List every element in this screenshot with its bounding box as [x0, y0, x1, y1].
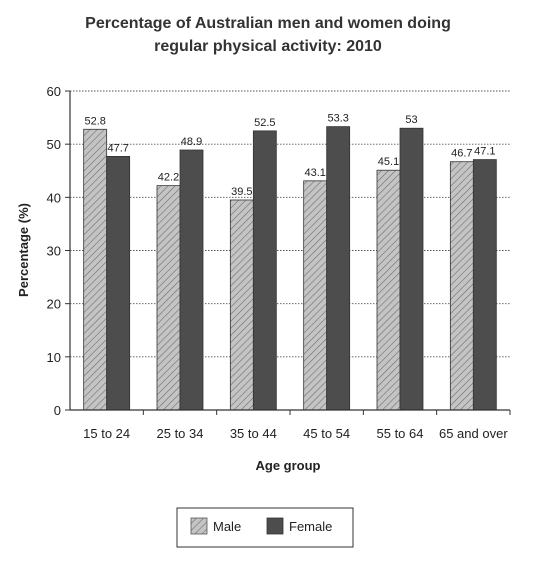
data-label-female: 47.1 [474, 146, 495, 158]
data-labels: 52.8 47.7 42.2 48.9 39.5 52.5 43.1 53.3 45.1 53 46… [84, 113, 495, 198]
x-tick-label: 15 to 24 [83, 426, 130, 441]
data-label-female: 47.7 [107, 142, 128, 154]
x-tick-label: 65 and over [439, 426, 508, 441]
legend-swatch-male [190, 517, 208, 535]
gridlines [70, 90, 510, 358]
bar-female [472, 159, 497, 411]
x-tick-labels: 15 to 24 25 to 34 35 to 44 45 to 54 55 to 64… [83, 426, 508, 441]
data-label-female: 53 [405, 114, 417, 126]
bar-female [179, 149, 204, 411]
axes [65, 90, 511, 415]
y-tick-label: 10 [47, 350, 61, 365]
bar-male [229, 199, 254, 411]
y-tick-label: 50 [47, 137, 61, 152]
bar-male [376, 169, 401, 411]
y-tick-label: 20 [47, 297, 61, 312]
x-axis-title: Age group [256, 458, 321, 473]
chart-title: Percentage of Australian men and women d… [85, 15, 451, 32]
data-label-female: 52.5 [254, 117, 275, 129]
x-tick-label: 55 to 64 [377, 426, 424, 441]
y-tick-labels: 0 10 20 30 40 50 60 [47, 84, 61, 418]
bar-female [326, 126, 351, 411]
data-label-male: 39.5 [231, 186, 252, 198]
y-tick-label: 0 [54, 403, 61, 418]
y-tick-label: 30 [47, 244, 61, 259]
legend-label-female: Female [289, 519, 332, 534]
bars [83, 126, 497, 411]
bar-female [399, 127, 424, 411]
chart-subtitle: regular physical activity: 2010 [154, 38, 382, 55]
x-tick-label: 25 to 34 [157, 426, 204, 441]
y-axis-title: Percentage (%) [16, 203, 31, 297]
data-label-male: 45.1 [378, 156, 399, 168]
data-label-male: 43.1 [304, 167, 325, 179]
legend-swatch-female [266, 517, 284, 535]
bar-male [449, 161, 474, 411]
y-tick-label: 40 [47, 190, 61, 205]
bar-male [303, 180, 328, 411]
bar-male [83, 128, 108, 411]
bar-female [106, 155, 131, 411]
data-label-male: 42.2 [158, 172, 179, 184]
x-tick-label: 35 to 44 [230, 426, 277, 441]
bar-female [252, 130, 277, 411]
x-tick-label: 45 to 54 [303, 426, 350, 441]
legend-label-male: Male [213, 519, 241, 534]
y-tick-label: 60 [47, 84, 61, 99]
data-label-male: 52.8 [84, 115, 105, 127]
data-label-female: 48.9 [181, 136, 202, 148]
bar-male [156, 185, 181, 411]
data-label-female: 53.3 [327, 113, 348, 125]
data-label-male: 46.7 [451, 148, 472, 160]
legend: Male Female [176, 507, 354, 548]
